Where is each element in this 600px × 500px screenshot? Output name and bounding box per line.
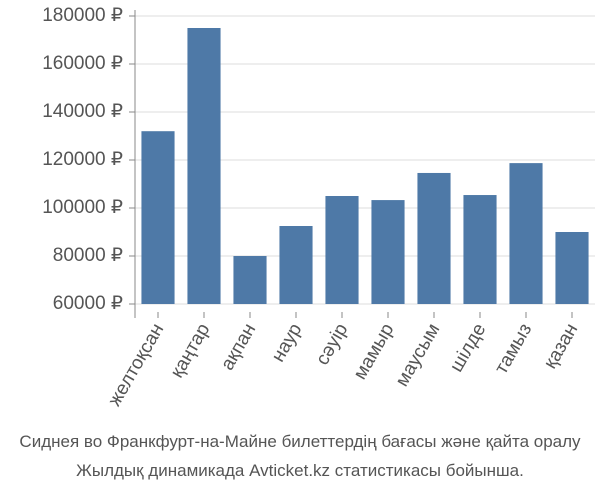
y-tick-label: 140000 ₽ (42, 101, 123, 122)
x-tick-label: тамыз (491, 320, 536, 378)
x-tick-label: маусым (392, 320, 445, 390)
bar (141, 131, 175, 304)
x-tick-label: мамыр (350, 320, 399, 383)
bar (463, 195, 497, 304)
x-tick-label: наур (268, 320, 307, 366)
y-tick-label: 60000 ₽ (53, 293, 123, 314)
x-tick-label: ақпан (217, 320, 260, 374)
caption-line: Жылдық динамикада Avticket.kz статистика… (76, 461, 524, 480)
x-tick-label: қаңтар (167, 320, 215, 382)
bar (279, 226, 313, 304)
x-tick-label: қазан (540, 320, 582, 372)
bar (417, 172, 451, 304)
caption-line: Сиднея во Франкфурт-на-Майне билеттердің… (19, 432, 581, 451)
x-tick-label: сәуір (312, 320, 352, 369)
bar (325, 196, 359, 304)
x-tick-label: желтоқсан (104, 320, 168, 410)
y-tick-label: 100000 ₽ (42, 197, 123, 218)
bar (371, 200, 405, 304)
y-tick-label: 80000 ₽ (53, 245, 123, 266)
x-tick-label: шілде (446, 320, 490, 376)
y-tick-label: 180000 ₽ (42, 5, 123, 26)
bar (555, 232, 589, 304)
bar (187, 28, 221, 304)
bar (509, 163, 543, 304)
y-tick-label: 160000 ₽ (42, 53, 123, 74)
bar (233, 256, 267, 304)
y-tick-label: 120000 ₽ (42, 149, 123, 170)
